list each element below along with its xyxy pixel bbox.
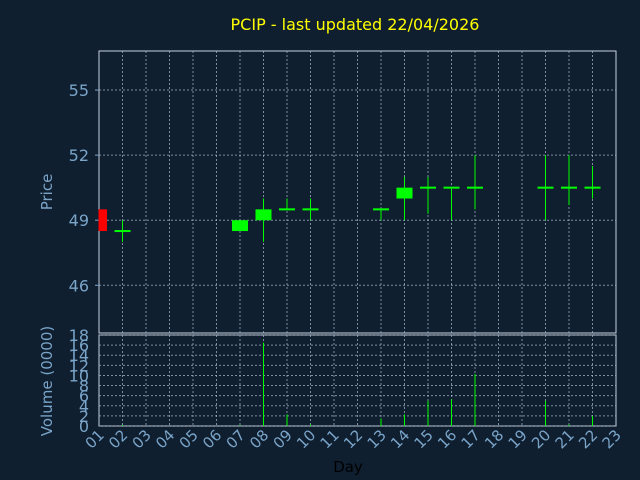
volume-tick-label: 18 [69, 326, 89, 345]
x-axis-label: Day [333, 458, 363, 476]
volume-tick-label: 12 [69, 356, 89, 375]
x-tick-label: 10 [293, 426, 319, 452]
volume-tick-label: 8 [79, 377, 89, 396]
x-tick-label: 20 [528, 426, 554, 452]
x-tick-label: 15 [411, 426, 437, 452]
price-tick-label: 55 [69, 81, 89, 100]
candle-body [396, 187, 413, 199]
price-y-ticks: 46 49 52 55 [69, 81, 99, 295]
x-tick-label: 12 [340, 426, 366, 452]
candle-body [99, 209, 107, 232]
candle-body [255, 209, 272, 221]
x-tick-label: 14 [387, 426, 413, 452]
x-tick-label: 07 [223, 426, 249, 452]
volume-tick-label: 14 [69, 346, 89, 365]
volume-tick-label: 0 [79, 417, 89, 436]
price-tick-label: 46 [69, 276, 89, 295]
price-tick-label: 52 [69, 146, 89, 165]
x-tick-label: 05 [176, 426, 202, 452]
x-tick-label: 09 [270, 426, 296, 452]
price-tick-label: 49 [69, 211, 89, 230]
x-axis-ticks: 0102030405060708091011121314151617181920… [82, 426, 625, 452]
volume-grid [99, 334, 616, 427]
volume-axis-label: Volume (0000) [38, 326, 56, 436]
x-tick-label: 06 [199, 426, 225, 452]
x-tick-label: 23 [599, 426, 625, 452]
price-candles [98, 155, 601, 242]
volume-tick-label: 4 [79, 397, 89, 416]
price-grid [99, 51, 616, 333]
volume-tick-label: 2 [79, 407, 89, 426]
x-tick-label: 19 [505, 426, 531, 452]
chart-title: PCIP - last updated 22/04/2026 [231, 15, 480, 34]
x-tick-label: 03 [129, 426, 155, 452]
volume-bars [122, 342, 593, 426]
volume-tick-label: 10 [69, 366, 89, 385]
x-tick-label: 22 [575, 426, 601, 452]
x-tick-label: 16 [434, 426, 460, 452]
x-tick-label: 13 [364, 426, 390, 452]
x-tick-label: 04 [152, 426, 178, 452]
volume-tick-label: 16 [69, 336, 89, 355]
x-tick-label: 18 [481, 426, 507, 452]
x-tick-label: 08 [246, 426, 272, 452]
x-tick-label: 11 [317, 426, 343, 452]
price-axis-label: Price [38, 174, 56, 211]
x-tick-label: 17 [458, 426, 484, 452]
x-tick-label: 21 [552, 426, 578, 452]
volume-tick-label: 6 [79, 387, 89, 406]
x-tick-label: 02 [105, 426, 131, 452]
candle-body [232, 220, 248, 232]
